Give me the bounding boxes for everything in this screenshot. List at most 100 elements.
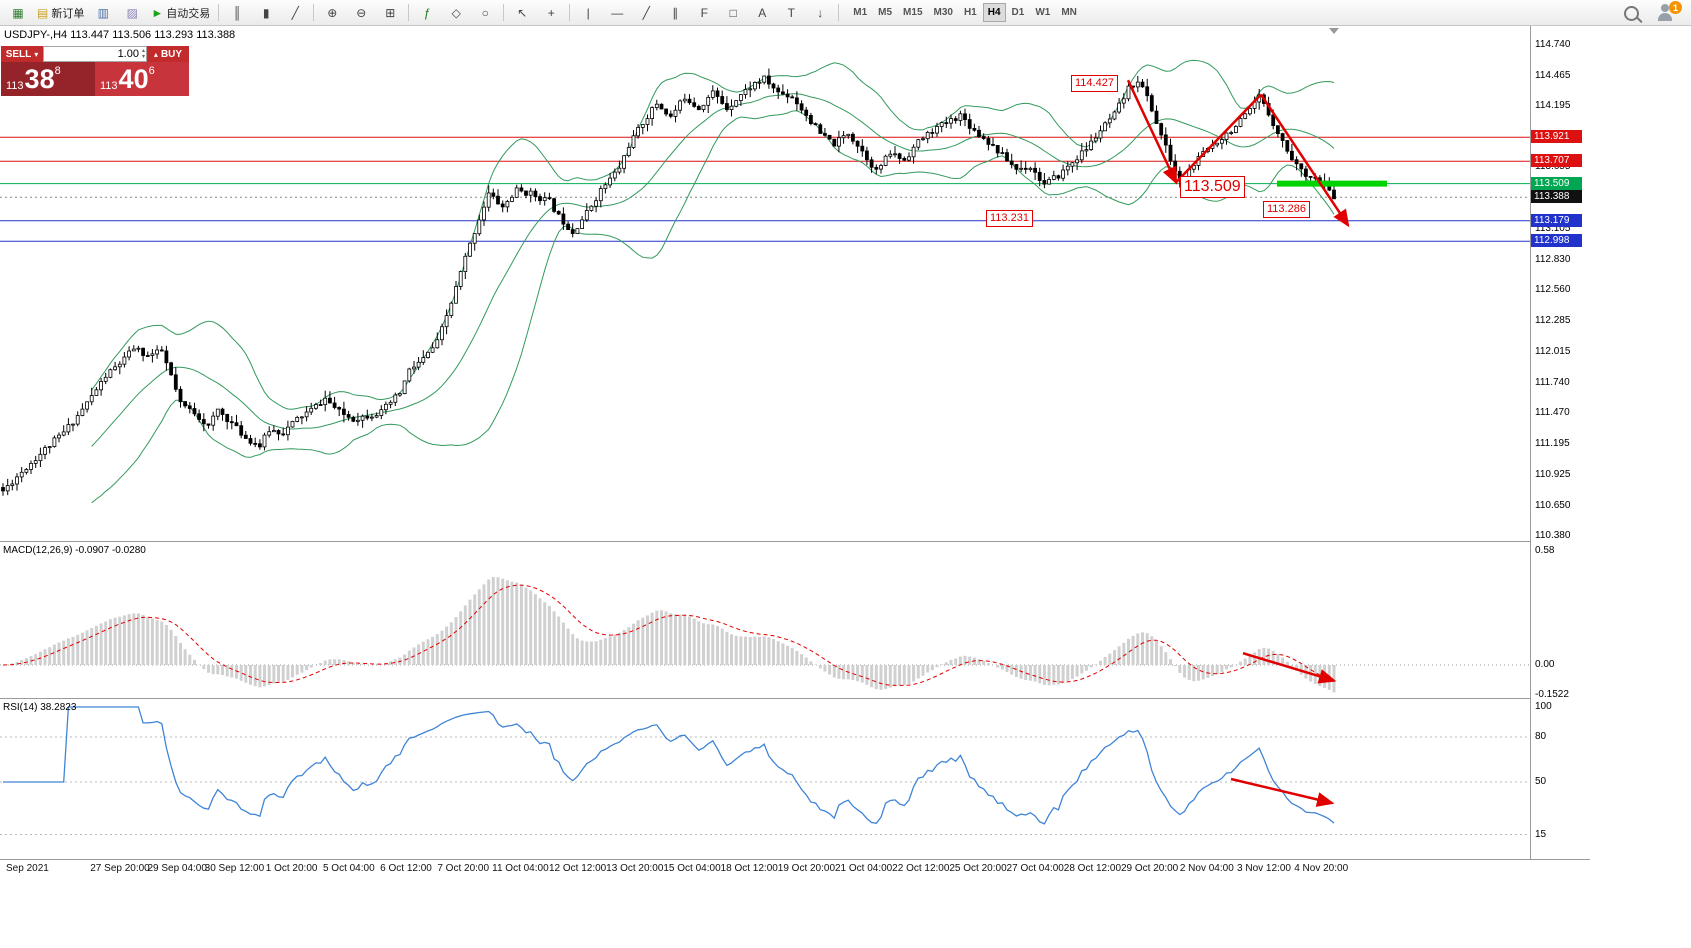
timeframe-h4-button[interactable]: H4 xyxy=(982,3,1006,22)
panel-divider[interactable] xyxy=(0,698,1590,699)
period-button[interactable]: ○ xyxy=(471,2,499,24)
new-chart-button[interactable]: ▦ xyxy=(4,2,32,24)
rsi-chart[interactable] xyxy=(0,699,1530,859)
line-chart-button[interactable]: ╱ xyxy=(281,2,309,24)
timeframe-m30-button[interactable]: M30 xyxy=(933,7,953,18)
channel-button[interactable]: ∥ xyxy=(661,2,689,24)
text-button[interactable]: A xyxy=(748,2,776,24)
text-label-icon: T xyxy=(787,5,795,20)
timeframe-group: M1 M5 M15 M30 H1 H4 D1 W1 MN xyxy=(848,3,1082,22)
sell-price-button[interactable]: 113 38 8 xyxy=(1,62,95,96)
time-axis-label: 21 Oct 04:00 xyxy=(834,863,893,874)
time-axis-label: 30 Sep 12:00 xyxy=(204,863,265,874)
navigator-button[interactable]: ▨ xyxy=(118,2,146,24)
main-chart-panel[interactable]: USDJPY-,H4 113.447 113.506 113.293 113.3… xyxy=(0,26,1530,541)
tile-windows-button[interactable]: ⊞ xyxy=(376,2,404,24)
price-tag: 112.998 xyxy=(1531,234,1582,248)
navigator-icon: ▨ xyxy=(126,5,139,20)
new-order-button[interactable]: ▤ 新订单 xyxy=(33,2,88,24)
zoom-in-button[interactable]: ⊕ xyxy=(318,2,346,24)
macd-chart[interactable] xyxy=(0,542,1530,698)
fibonacci-button[interactable]: F xyxy=(690,2,718,24)
new-order-button-label: 新订单 xyxy=(51,7,85,20)
account-icon[interactable]: 1 xyxy=(1655,1,1682,22)
timeframe-w1-button[interactable]: W1 xyxy=(1035,7,1051,18)
macd-panel[interactable]: MACD(12,26,9) -0.0907 -0.0280 xyxy=(0,542,1530,698)
one-click-trading-panel: SELL 1.00 BUY 113 38 8 113 40 xyxy=(1,46,189,96)
candlestick-chart-button[interactable]: ▮ xyxy=(252,2,280,24)
sell-button[interactable]: SELL xyxy=(1,46,43,62)
rsi-panel[interactable]: RSI(14) 38.2823 xyxy=(0,699,1530,859)
axis-label: 111.470 xyxy=(1535,407,1570,419)
time-axis-label: 25 Oct 20:00 xyxy=(949,863,1007,874)
autotrading-button[interactable]: ► 自动交易 xyxy=(147,2,214,24)
volume-spinner[interactable] xyxy=(142,48,145,60)
autotrading-icon: ► xyxy=(151,5,164,20)
timeframe-h1-button[interactable]: H1 xyxy=(963,7,977,18)
timeframe-d1-button[interactable]: D1 xyxy=(1011,7,1025,18)
price-tag: 113.388 xyxy=(1531,190,1582,204)
time-axis-label: 7 Oct 20:00 xyxy=(437,863,490,874)
shapes-button[interactable]: □ xyxy=(719,2,747,24)
volume-input[interactable]: 1.00 xyxy=(43,46,147,62)
cursor-icon: ↖ xyxy=(517,5,528,20)
timeframe-m5-button[interactable]: M5 xyxy=(878,7,893,18)
chart-shift-marker[interactable] xyxy=(1329,28,1339,34)
templates-button[interactable]: ◇ xyxy=(442,2,470,24)
price-annotation[interactable]: 114.427 xyxy=(1071,75,1118,92)
horizontal-line-icon: — xyxy=(611,5,624,20)
price-axis[interactable]: 114.740114.465114.195113.655113.105112.8… xyxy=(1530,26,1591,877)
buy-price-button[interactable]: 113 40 6 xyxy=(95,62,189,96)
sell-button-label: SELL xyxy=(5,48,32,60)
bar-chart-button[interactable]: ║ xyxy=(223,2,251,24)
time-axis-label: 22 Oct 12:00 xyxy=(892,863,950,874)
horizontal-line-button[interactable]: — xyxy=(603,2,631,24)
trendline-button[interactable]: ╱ xyxy=(632,2,660,24)
main-toolbar: ▦ ▤ 新订单 ▥ ▨ ► 自动交易 ║ ▮ ╱ ⊕ ⊖ ⊞ ƒ ◇ ○ ↖ + | — ╱ ∥ F □ A T ↓ M1 M5 M15… xyxy=(0,0,1691,26)
vertical-line-button[interactable]: | xyxy=(574,2,602,24)
timeframe-mn-button[interactable]: MN xyxy=(1061,7,1077,18)
crosshair-button[interactable]: + xyxy=(537,2,565,24)
indicators-button[interactable]: ƒ xyxy=(413,2,441,24)
price-tag: 113.509 xyxy=(1531,176,1582,190)
axis-label: 110.925 xyxy=(1535,468,1571,480)
price-annotation[interactable]: 113.286 xyxy=(1263,201,1310,218)
price-annotation[interactable]: 113.509 xyxy=(1180,176,1245,198)
main-chart[interactable] xyxy=(0,26,1530,541)
trendline-icon: ╱ xyxy=(642,5,650,20)
time-axis-label: 15 Oct 04:00 xyxy=(663,863,721,874)
price-tag: 113.921 xyxy=(1531,130,1582,144)
buy-button-label: BUY xyxy=(160,48,183,60)
time-axis-label: 5 Oct 04:00 xyxy=(322,863,375,874)
axis-label: 113.105 xyxy=(1535,223,1571,235)
cursor-button[interactable]: ↖ xyxy=(508,2,536,24)
timeframe-m15-button[interactable]: M15 xyxy=(903,7,923,18)
market-watch-button[interactable]: ▥ xyxy=(89,2,117,24)
text-icon: A xyxy=(758,5,767,20)
price-tag: 113.707 xyxy=(1531,154,1582,168)
time-axis-label: 1 Oct 20:00 xyxy=(265,863,318,874)
axis-label: 0.00 xyxy=(1535,659,1555,670)
timeframe-m1-button[interactable]: M1 xyxy=(853,7,868,18)
sell-price-prefix: 113 xyxy=(6,80,24,92)
arrows-button[interactable]: ↓ xyxy=(806,2,834,24)
buy-button[interactable]: BUY xyxy=(147,46,189,62)
channel-icon: ∥ xyxy=(672,5,679,20)
shapes-icon: □ xyxy=(729,5,737,20)
new-chart-icon: ▦ xyxy=(12,5,24,20)
zoom-out-button[interactable]: ⊖ xyxy=(347,2,375,24)
axis-label: 15 xyxy=(1535,828,1547,840)
text-label-button[interactable]: T xyxy=(777,2,805,24)
fibonacci-icon: F xyxy=(700,5,708,20)
rsi-indicator-label: RSI(14) 38.2823 xyxy=(3,702,77,713)
panel-divider[interactable] xyxy=(0,541,1590,542)
time-axis-label: 13 Oct 20:00 xyxy=(606,863,664,874)
volume-value: 1.00 xyxy=(117,48,139,60)
buy-price-sup: 6 xyxy=(148,65,155,77)
buy-price-prefix: 113 xyxy=(100,80,118,92)
time-axis-label: 3 Nov 12:00 xyxy=(1237,863,1291,874)
time-axis[interactable]: Sep 2021 27 Sep 20:00 29 Sep 04:00 30 Sep 1… xyxy=(0,859,1590,878)
price-annotation[interactable]: 113.231 xyxy=(986,210,1033,227)
search-icon[interactable] xyxy=(1624,5,1639,21)
